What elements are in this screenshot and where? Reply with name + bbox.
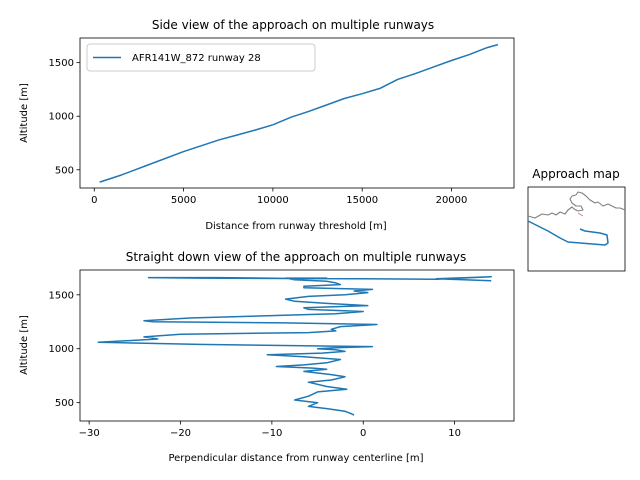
chart1-series-line-0 [99,43,499,183]
chart1-ytick-label-2: 1500 [49,58,74,69]
down-view-series-group [97,275,492,416]
down-view-plot-frame [79,269,515,422]
chart1-xtick-label-0: 0 [91,195,97,206]
legend-box [86,43,316,72]
side-view-ylabel: Altitude [m] [19,83,30,143]
chart2-xtick-label-4: 10 [448,428,461,439]
runway-marker [577,212,584,217]
coastline-outline [527,191,626,219]
side-view-legend: AFR141W_872 runway 28 [86,43,316,72]
chart1-ytick-label-1: 1000 [49,112,74,123]
chart1-xtick-label-4: 20000 [436,195,468,206]
approach-map-frame [527,186,626,272]
side-view-xlabel: Distance from runway threshold [m] [205,221,386,232]
chart2-ytick-label-2: 1500 [49,290,74,301]
chart1-ytick-label-0: 500 [55,165,74,176]
chart1-xtick-label-1: 5000 [171,195,196,206]
chart2-series-line-0 [97,275,492,416]
approach-map-title: Approach map [532,167,620,181]
approach-map: Approach map [527,167,626,272]
chart1-xtick-label-3: 15000 [346,195,378,206]
legend-entry-label: AFR141W_872 runway 28 [132,53,261,64]
side-view-chart: Side view of the approach on multiple ru… [19,18,515,232]
chart2-ytick-label-0: 500 [55,398,74,409]
down-view-title: Straight down view of the approach on mu… [126,250,466,264]
side-view-title: Side view of the approach on multiple ru… [152,18,434,32]
chart1-xtick-label-2: 10000 [257,195,289,206]
side-view-plot-frame [79,37,515,189]
chart2-xtick-label-1: −20 [170,428,191,439]
side-view-y-ticks: 500 1000 1500 [49,58,80,176]
chart2-ytick-label-1: 1000 [49,344,74,355]
chart2-xtick-label-3: 0 [360,428,366,439]
down-view-chart: Straight down view of the approach on mu… [19,250,515,464]
down-view-y-ticks: 500 1000 1500 [49,290,80,409]
side-view-series-group [99,43,499,183]
flight-path [527,220,609,246]
chart2-xtick-label-0: −30 [79,428,100,439]
down-view-xlabel: Perpendicular distance from runway cente… [168,453,423,464]
down-view-ylabel: Altitude [m] [19,315,30,375]
side-view-x-ticks: 0 5000 10000 15000 20000 [91,188,467,206]
chart2-xtick-label-2: −10 [261,428,282,439]
down-view-x-ticks: −30 −20 −10 0 10 [79,421,461,439]
